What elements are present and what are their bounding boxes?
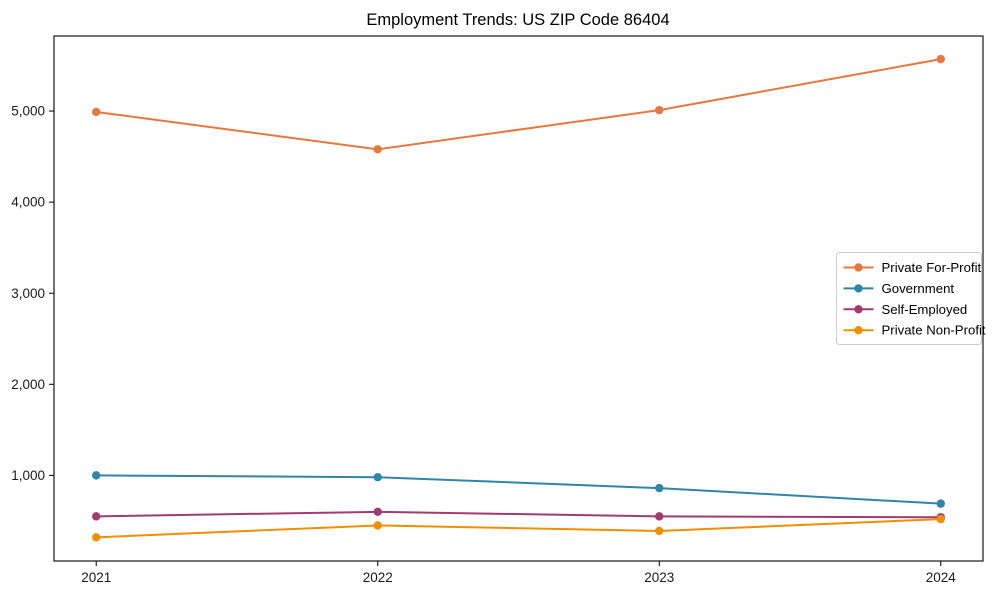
series-line: [96, 474, 941, 505]
y-tick-label: 1,000: [11, 468, 45, 483]
data-point-marker: [373, 473, 382, 482]
legend-item-label: Government: [882, 281, 955, 296]
data-point-marker: [936, 54, 945, 64]
legend-item-label: Self-Employed: [882, 302, 968, 317]
data-point-marker: [655, 483, 664, 493]
series-line: [96, 58, 941, 151]
y-axis: 1,000 2,000 3,000 4,000 5,000: [11, 104, 54, 483]
data-point-marker: [92, 471, 101, 480]
series-layer: [92, 54, 945, 542]
legend: Private For-Profit Government Self-Employe…: [836, 252, 986, 345]
legend-dot-marker-icon: [854, 326, 863, 335]
plot-border: [53, 35, 984, 562]
legend-dot-marker-icon: [854, 263, 863, 272]
chart-title: Employment Trends: US ZIP Code 86404: [366, 11, 669, 29]
x-tick-label: 2021: [81, 570, 111, 585]
data-point-marker: [936, 514, 945, 524]
data-point-marker: [936, 499, 945, 508]
x-tick-label: 2022: [363, 570, 393, 585]
data-point-marker: [92, 512, 101, 521]
legend-item-label: Private Non-Profit: [882, 323, 986, 338]
x-tick-label: 2023: [644, 570, 674, 585]
data-point-marker: [655, 105, 664, 115]
series-line: [96, 510, 941, 519]
y-tick-label: 2,000: [11, 377, 45, 392]
data-point-marker: [92, 533, 101, 542]
data-point-marker: [92, 107, 101, 117]
series-line: [96, 518, 941, 539]
data-point-marker: [373, 145, 382, 154]
legend-dot-marker-icon: [854, 305, 863, 314]
x-tick-label: 2024: [926, 570, 957, 585]
y-tick-label: 5,000: [11, 104, 45, 119]
legend-item-label: Private For-Profit: [882, 260, 982, 275]
data-point-marker: [373, 521, 382, 530]
y-tick-label: 3,000: [11, 286, 45, 301]
legend-box: [836, 252, 982, 345]
data-point-marker: [655, 526, 664, 536]
x-axis: 2021 2022 2023 2024: [81, 561, 956, 585]
legend-dot-marker-icon: [854, 284, 863, 293]
data-point-marker: [655, 512, 664, 521]
y-tick-label: 4,000: [11, 195, 45, 210]
data-point-marker: [373, 507, 382, 517]
